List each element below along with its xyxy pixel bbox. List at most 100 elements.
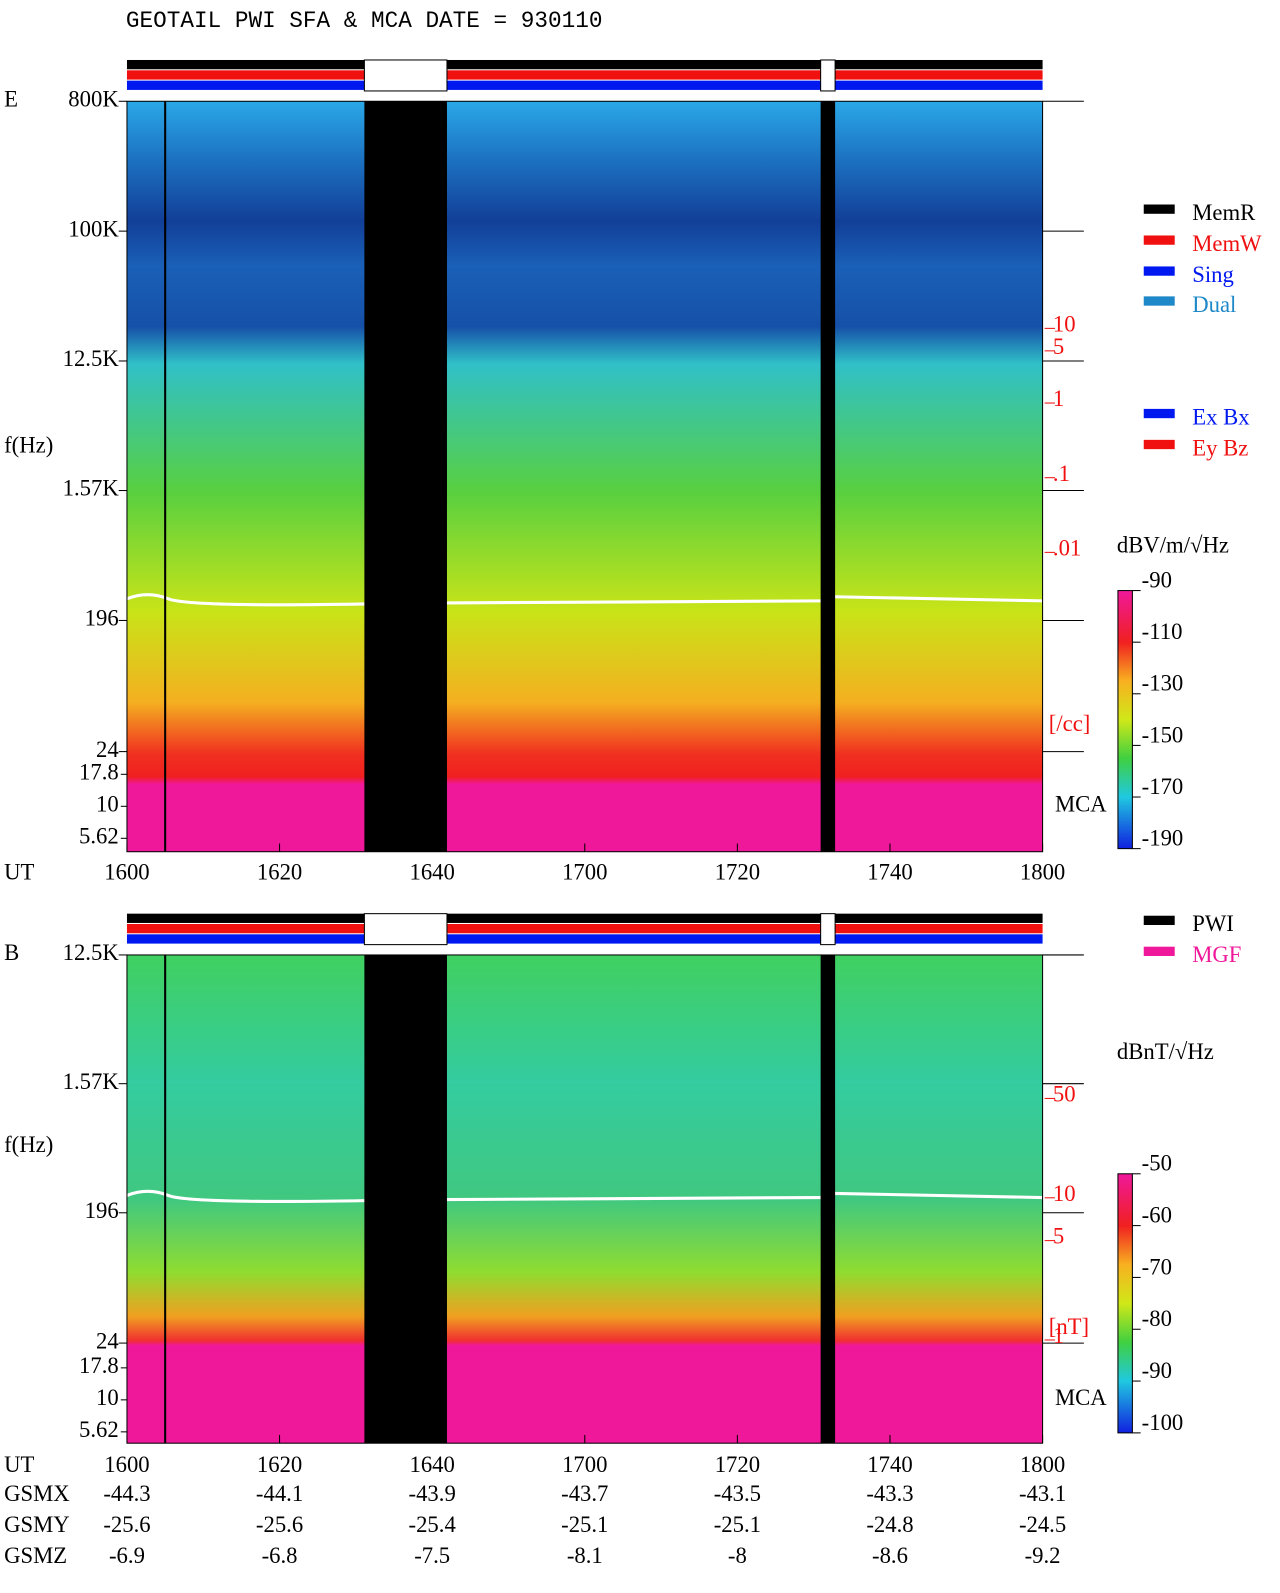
data-gap [364,954,447,1444]
status-bar-memr [126,59,1043,70]
orbit-value: -25.1 [561,1512,608,1537]
orbit-value: -25.6 [103,1512,150,1537]
y2-tick-label: 10 [1053,312,1076,337]
x-tick-label: 1720 [715,1452,760,1477]
electron-line [126,1189,1043,1204]
mca-tick-label: 5.62 [79,824,119,849]
y-tick-label: 1.57K [63,1069,120,1094]
legend-label: PWI [1192,911,1234,936]
legend-swatch [1143,266,1175,276]
mca-tick-label: 17.8 [79,760,119,785]
spectrogram-image [126,101,1043,852]
mca-label: MCA [1055,792,1107,817]
colorbar-tick-label: -50 [1142,1151,1172,1176]
y-tick-label: 12.5K [63,940,120,965]
x-tick-label: 1800 [1020,1452,1065,1477]
orbit-row-label: GSMX [4,1481,70,1506]
legend-swatch [1143,204,1175,214]
legend-label: Ey Bz [1192,435,1248,460]
orbit-value: -43.1 [1019,1481,1066,1506]
legend-label: MGF [1192,942,1241,967]
y-tick-label: 196 [85,606,119,631]
status-bar-memw [126,70,1043,80]
colorbar [1117,590,1133,850]
colorbar-tick-label: -150 [1142,722,1184,747]
panel-label: E [4,86,18,111]
data-gap [820,954,836,1444]
legend-swatch [1143,296,1175,306]
orbit-value: -25.4 [409,1512,456,1537]
orbit-value: -24.5 [1019,1512,1066,1537]
orbit-row-label: GSMY [4,1512,70,1537]
orbit-value: -43.7 [561,1481,608,1506]
data-gap [820,101,836,852]
orbit-value: -43.9 [409,1481,456,1506]
colorbar-tick-label: -170 [1142,774,1184,799]
mca-tick-label: 10 [96,1385,119,1410]
y-tick-label: 24 [96,737,119,762]
orbit-row-label: GSMZ [4,1543,67,1568]
x-tick-label: 1640 [409,1452,454,1477]
mca-tick-label: 10 [96,792,119,817]
status-bar-sing [126,934,1043,944]
x-tick-label: 1620 [257,1452,302,1477]
orbit-value: -6.8 [262,1543,298,1568]
legend-swatch [1143,235,1175,245]
legend-label: MemW [1192,231,1262,256]
legend-label: Ex Bx [1192,404,1250,429]
legend-label: Dual [1192,292,1236,317]
y2-tick-label: 10 [1053,1181,1076,1206]
x-tick-label: 1600 [104,860,149,885]
y-tick-label: 800K [68,86,119,111]
orbit-value: -25.6 [256,1512,303,1537]
orbit-value: -8 [728,1543,747,1568]
y-tick-label: 1.57K [63,476,120,501]
legend-swatch [1143,946,1175,956]
y2-tick-label: 5 [1053,334,1064,359]
x-axis-label: UT [4,860,34,885]
mca-tick-label: 17.8 [79,1353,119,1378]
x-tick-label: 1640 [409,860,454,885]
colorbar-tick-label: -70 [1142,1254,1172,1279]
legend-swatch [1143,915,1175,926]
orbit-value: -44.3 [103,1481,150,1506]
colorbar-tick-label: -130 [1142,671,1184,696]
x-axis-label: UT [4,1452,34,1477]
status-gap [820,59,836,92]
status-gap [363,59,448,92]
legend-swatch [1143,408,1175,419]
y2-unit-label: [/cc] [1049,711,1091,736]
orbit-value: -25.1 [714,1512,761,1537]
colorbar-label: dBV/m/√Hz [1117,532,1229,557]
orbit-value: -43.3 [866,1481,913,1506]
orbit-value: -7.5 [414,1543,450,1568]
y-tick-label: 196 [85,1198,119,1223]
status-bar-sing [126,80,1043,90]
x-tick-label: 1740 [867,860,912,885]
legend-swatch [1143,439,1175,450]
x-tick-label: 1720 [715,860,760,885]
y2-tick-label: .01 [1053,536,1081,561]
colorbar-tick-label: -60 [1142,1203,1172,1228]
orbit-value: -24.8 [866,1512,913,1537]
status-bar-memr [126,913,1043,923]
y2-tick-label: 1 [1053,386,1064,411]
colorbar [1117,1173,1133,1434]
mca-tick-label: 5.62 [79,1417,119,1442]
colorbar-tick-label: -190 [1142,826,1184,851]
x-tick-label: 1800 [1020,860,1065,885]
page-title: GEOTAIL PWI SFA & MCA DATE = 930110 [126,8,603,34]
colorbar-tick-label: -110 [1142,619,1183,644]
orbit-value: -8.6 [872,1543,908,1568]
status-gap [363,913,448,946]
orbit-value: -8.1 [567,1543,603,1568]
orbit-value: -43.5 [714,1481,761,1506]
x-tick-label: 1600 [104,1452,149,1477]
y2-tick-label: 1 [1053,1323,1064,1348]
colorbar-tick-label: -90 [1142,1358,1172,1383]
orbit-value: -44.1 [256,1481,303,1506]
electron-line [126,593,1043,607]
orbit-value: -9.2 [1025,1543,1061,1568]
